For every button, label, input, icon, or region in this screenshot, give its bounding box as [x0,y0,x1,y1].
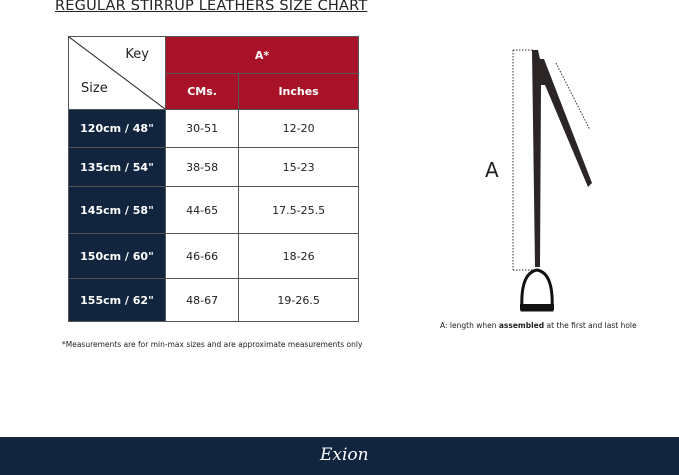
page-title: REGULAR STIRRUP LEATHERS SIZE CHART [55,0,368,14]
cms-cell: 30-51 [164,109,240,148]
col-header-cms: CMs. [164,73,240,110]
caption-text: A: length when [440,321,499,330]
size-cell: 120cm / 48" [68,109,166,148]
table-row: 155cm / 62" 48-67 19-26.5 [68,278,359,322]
cms-cell: 46-66 [164,233,240,279]
brand-logo: Exion [320,445,369,465]
cms-cell: 44-65 [164,186,240,234]
size-cell: 150cm / 60" [68,233,166,279]
table-row: 145cm / 58" 44-65 17.5-25.5 [68,186,359,234]
cms-cell: 48-67 [164,278,240,322]
inches-cell: 17.5-25.5 [238,186,359,234]
size-cell: 145cm / 58" [68,186,166,234]
inches-cell: 18-26 [238,233,359,279]
size-cell: 135cm / 54" [68,147,166,187]
cms-cell: 38-58 [164,147,240,187]
caption-text-end: at the first and last hole [544,321,637,330]
group-header: A* [165,36,359,74]
caption-bold: assembled [498,321,545,330]
table-row: 135cm / 54" 38-58 15-23 [68,147,359,187]
table-row: 150cm / 60" 46-66 18-26 [68,233,359,279]
size-label: Size [81,81,108,96]
measurement-note: *Measurements are for min-max sizes and … [62,340,363,349]
size-chart-table: Key Size A* CMs. Inches 120cm / 48" 30-51… [68,36,359,322]
col-header-inches: Inches [238,73,359,110]
size-cell: 155cm / 62" [68,278,166,322]
diagonal-divider [69,37,165,109]
stirrup-leather-diagram [512,49,592,312]
footer-bar: Exion [0,437,679,475]
inches-cell: 15-23 [238,147,359,187]
inches-cell: 12-20 [238,109,359,148]
corner-header: Key Size [68,36,166,110]
diagram-caption: A: length when assembled at the first an… [440,321,637,330]
inches-cell: 19-26.5 [238,278,359,322]
table-row: 120cm / 48" 30-51 12-20 [68,109,359,148]
dimension-label-a: A [485,158,499,182]
key-label: Key [125,47,149,62]
